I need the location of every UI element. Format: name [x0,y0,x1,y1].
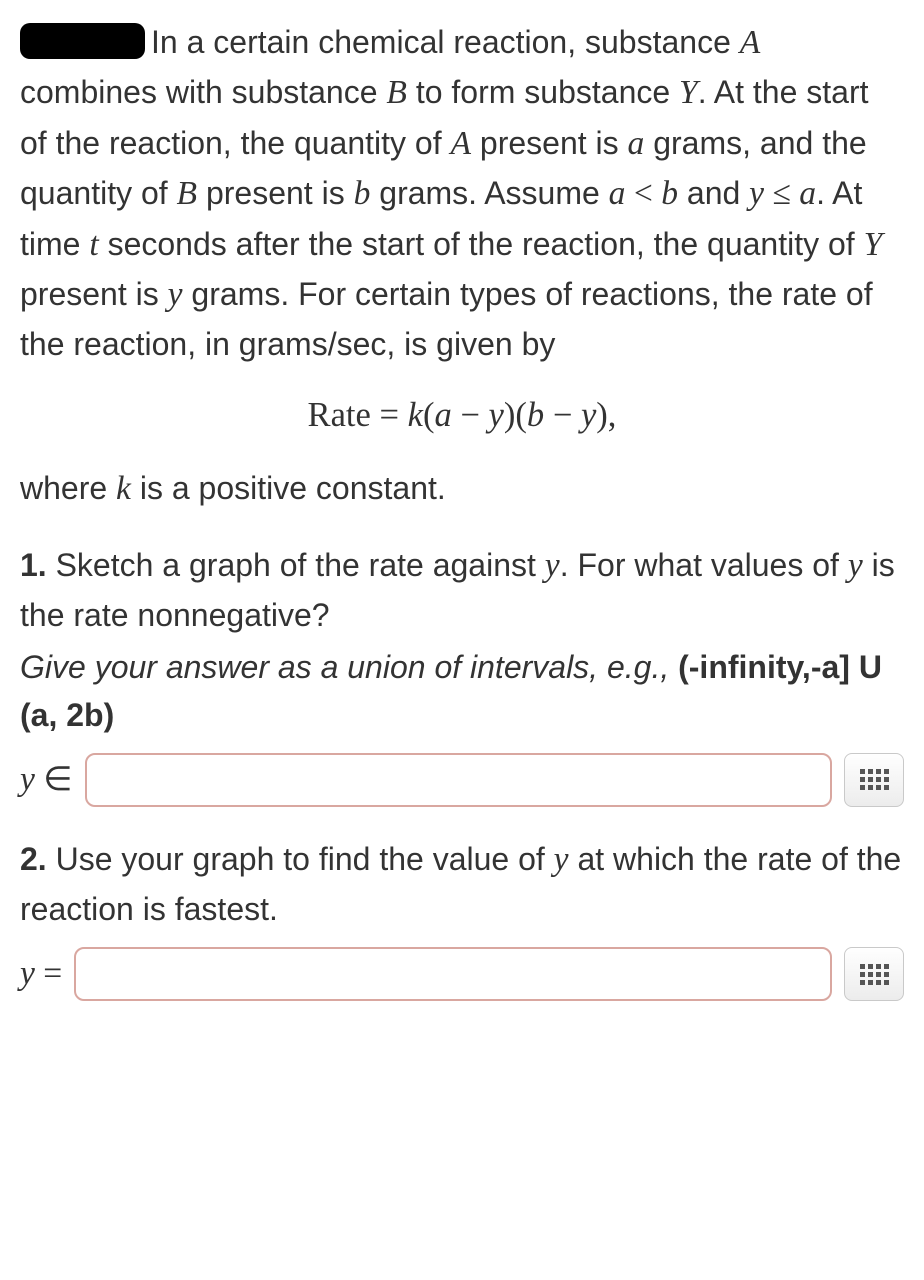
intro-text-7: present is [197,175,354,211]
q2-label-eq: = [35,955,62,992]
intro-text-3: to form substance [407,74,679,110]
q2-label-y: y [20,955,35,992]
eq-equals: = [371,396,408,434]
ineq1-b: b [661,175,678,212]
q1-y: y [545,547,560,584]
ineq1-lt: < [625,175,661,212]
where-clause: where k is a positive constant. [20,464,904,514]
intro-text-2: combines with substance [20,74,386,110]
var-A: A [740,24,761,61]
var-Y2: Y [864,226,883,263]
ineq1-a: a [609,175,626,212]
var-B2: B [177,175,198,212]
var-Y: Y [679,74,698,111]
keypad-icon [860,769,889,790]
keypad-button[interactable] [844,753,904,807]
intro-text-8: grams. Assume [370,175,608,211]
keypad-icon [860,964,889,985]
redaction-block [20,23,145,59]
q1-label-in: ∈ [35,761,73,798]
eq-rp2: ), [596,396,616,434]
eq-lp2: ( [515,396,527,434]
q1-y2: y [848,547,863,584]
q1-text-1: Sketch a graph of the rate against [47,547,545,583]
keypad-button[interactable] [844,947,904,1001]
var-A2: A [451,125,472,162]
q1-answer-row: y ∈ [20,753,904,807]
ineq2-a: a [799,175,816,212]
var-B: B [386,74,407,111]
eq-b: b [527,396,544,434]
eq-y2: y [581,396,596,434]
eq-rate: Rate [308,396,371,434]
q1-answer-label: y ∈ [20,755,73,805]
eq-k: k [408,396,423,434]
var-t: t [89,226,98,263]
eq-y1: y [489,396,504,434]
where-k: k [116,470,131,507]
intro-text-9: and [678,175,749,211]
intro-text-5: present is [471,125,628,161]
q1-instr-1: Give your answer as a union of intervals… [20,649,678,685]
q2-answer-row: y = [20,947,904,1001]
eq-minus1: − [452,396,489,434]
q1-instruction: Give your answer as a union of intervals… [20,643,904,739]
eq-a: a [434,396,451,434]
eq-minus2: − [544,396,581,434]
eq-rp1: ) [504,396,516,434]
question-2: 2. Use your graph to find the value of y… [20,835,904,933]
where-text-2: is a positive constant. [131,470,446,506]
q1-label-y: y [20,761,35,798]
q2-answer-input[interactable] [74,947,832,1001]
rate-equation: Rate = k(a − y)(b − y), [20,390,904,442]
var-y: y [168,276,183,313]
var-b: b [354,175,371,212]
question-1: 1. Sketch a graph of the rate against y.… [20,541,904,639]
q2-answer-label: y = [20,949,62,999]
var-a: a [628,125,645,162]
intro-text-1: In a certain chemical reaction, substanc… [151,24,740,60]
q1-answer-input[interactable] [85,753,832,807]
q2-y: y [554,841,569,878]
where-text-1: where [20,470,116,506]
q2-number: 2. [20,841,47,877]
ineq2-le: ≤ [764,175,799,212]
problem-intro: In a certain chemical reaction, substanc… [20,18,904,368]
q1-text-2: . For what values of [560,547,848,583]
q2-text-1: Use your graph to find the value of [47,841,554,877]
intro-text-11: seconds after the start of the reaction,… [99,226,864,262]
eq-lp1: ( [423,396,435,434]
ineq2-y: y [749,175,764,212]
intro-text-12: present is [20,276,168,312]
q1-number: 1. [20,547,47,583]
